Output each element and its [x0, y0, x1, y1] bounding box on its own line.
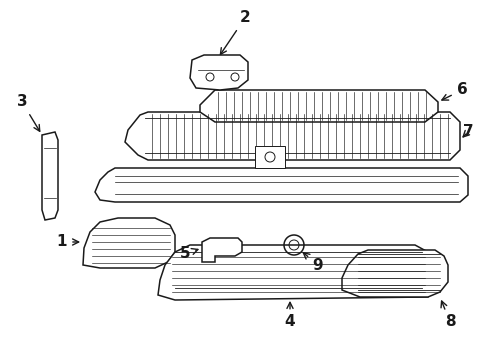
Polygon shape	[202, 238, 242, 262]
Text: 3: 3	[17, 94, 40, 131]
Text: 2: 2	[220, 10, 250, 54]
Polygon shape	[255, 146, 285, 168]
Polygon shape	[342, 250, 448, 297]
Polygon shape	[158, 245, 435, 300]
Polygon shape	[125, 112, 460, 160]
Polygon shape	[95, 168, 468, 202]
Text: 7: 7	[463, 125, 473, 139]
Text: 9: 9	[303, 253, 323, 273]
Polygon shape	[190, 55, 248, 90]
Polygon shape	[42, 132, 58, 220]
Text: 6: 6	[442, 82, 467, 100]
Text: 5: 5	[180, 247, 198, 261]
Text: 8: 8	[441, 301, 455, 329]
Text: 1: 1	[57, 234, 79, 249]
Text: 4: 4	[285, 302, 295, 329]
Polygon shape	[83, 218, 175, 268]
Polygon shape	[200, 90, 438, 122]
